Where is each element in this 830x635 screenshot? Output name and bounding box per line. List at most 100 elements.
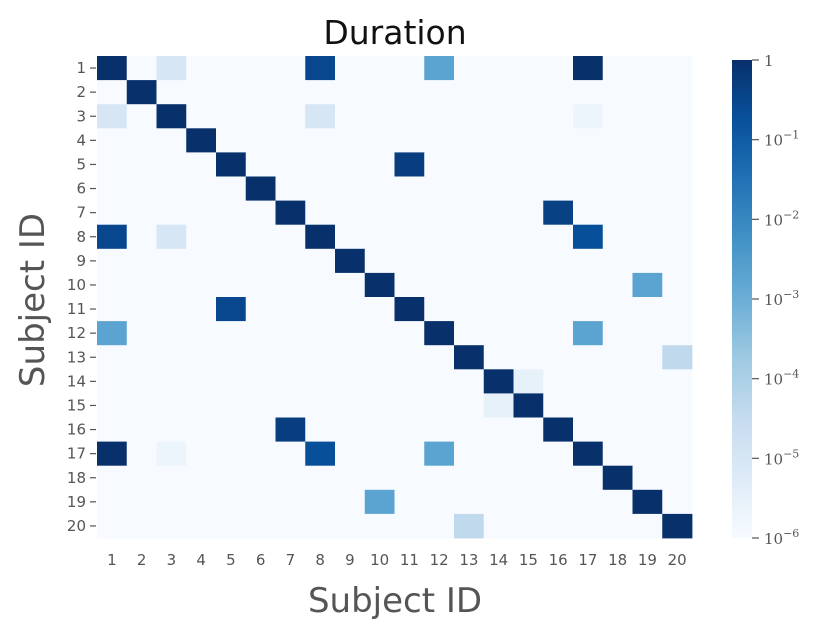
heatmap-cell-19-15: [513, 489, 544, 515]
heatmap-cell-20-17: [573, 513, 604, 539]
heatmap-cell-3-1: [97, 104, 128, 129]
heatmap-cell-1-6: [245, 56, 276, 81]
heatmap-cell-12-15: [513, 321, 544, 346]
heatmap-cell-17-15: [513, 441, 544, 467]
heatmap-cell-7-6: [245, 200, 276, 226]
heatmap-cell-2-5: [216, 80, 247, 105]
heatmap-cell-5-7: [275, 152, 306, 177]
heatmap-cell-15-20: [662, 393, 693, 418]
heatmap-cell-5-3: [156, 152, 187, 177]
heatmap-cell-17-1: [97, 441, 128, 467]
heatmap-cell-5-13: [454, 152, 485, 177]
heatmap-cell-18-12: [424, 465, 455, 491]
heatmap-cell-15-9: [335, 393, 366, 418]
heatmap-cell-1-15: [513, 56, 544, 81]
heatmap-cell-16-17: [573, 417, 604, 442]
heatmap-cell-18-10: [364, 465, 395, 491]
heatmap-cell-7-12: [424, 200, 455, 226]
heatmap-cell-7-3: [156, 200, 187, 226]
heatmap-cell-16-10: [364, 417, 395, 442]
heatmap-cell-19-17: [573, 489, 604, 515]
heatmap-cell-20-2: [126, 513, 157, 539]
heatmap-cell-8-18: [602, 224, 633, 250]
heatmap-cell-2-2: [126, 80, 157, 105]
heatmap-cell-10-16: [543, 272, 574, 298]
heatmap-cell-14-5: [216, 369, 247, 394]
heatmap-cell-1-18: [602, 56, 633, 81]
y-tick-label: 6: [76, 180, 86, 198]
heatmap-cell-1-12: [424, 56, 455, 81]
heatmap-cell-5-9: [335, 152, 366, 177]
heatmap-cell-17-7: [275, 441, 306, 467]
heatmap-cell-14-15: [513, 369, 544, 394]
heatmap-cell-12-18: [602, 321, 633, 346]
heatmap-cell-13-17: [573, 345, 604, 370]
heatmap-cell-9-4: [186, 248, 217, 274]
heatmap-cell-11-1: [97, 297, 128, 322]
heatmap-cell-9-9: [335, 248, 366, 274]
heatmap-cell-20-7: [275, 513, 306, 539]
heatmap-cell-12-11: [394, 321, 425, 346]
heatmap-cell-20-5: [216, 513, 247, 539]
heatmap-cell-9-2: [126, 248, 157, 274]
heatmap-cell-4-19: [632, 128, 663, 153]
y-tick-label: 8: [76, 228, 86, 246]
colorbar-tick-label: 10−5: [764, 447, 799, 468]
heatmap-cell-14-1: [97, 369, 128, 394]
heatmap-cell-10-12: [424, 272, 455, 298]
heatmap-cell-12-3: [156, 321, 187, 346]
heatmap-cell-16-9: [335, 417, 366, 442]
heatmap-cell-19-3: [156, 489, 187, 515]
heatmap-cell-4-7: [275, 128, 306, 153]
heatmap-cell-8-5: [216, 224, 247, 250]
x-tick-label: 14: [489, 551, 508, 569]
heatmap-cell-16-5: [216, 417, 247, 442]
y-tick-label: 17: [67, 445, 86, 463]
x-tick-label: 12: [430, 551, 449, 569]
heatmap-cell-14-17: [573, 369, 604, 394]
heatmap-cell-6-12: [424, 176, 455, 201]
heatmap-cell-13-5: [216, 345, 247, 370]
heatmap-cell-4-14: [483, 128, 514, 153]
heatmap-cell-19-10: [364, 489, 395, 515]
heatmap-cell-10-3: [156, 272, 187, 298]
heatmap-cell-6-13: [454, 176, 485, 201]
heatmap-cell-16-6: [245, 417, 276, 442]
heatmap-cell-8-20: [662, 224, 693, 250]
heatmap-cell-8-4: [186, 224, 217, 250]
heatmap-cell-11-20: [662, 297, 693, 322]
heatmap-cell-12-7: [275, 321, 306, 346]
heatmap-cell-7-14: [483, 200, 514, 226]
heatmap-cell-1-11: [394, 56, 425, 81]
heatmap-cell-3-19: [632, 104, 663, 129]
heatmap-cell-13-4: [186, 345, 217, 370]
y-tick-label: 4: [76, 131, 86, 149]
heatmap-cell-6-19: [632, 176, 663, 201]
heatmap-cell-11-18: [602, 297, 633, 322]
heatmap-cell-20-4: [186, 513, 217, 539]
heatmap-cell-4-12: [424, 128, 455, 153]
heatmap-cell-14-18: [602, 369, 633, 394]
x-tick-label: 2: [137, 551, 147, 569]
heatmap-cell-2-20: [662, 80, 693, 105]
x-axis-label: Subject ID: [308, 581, 482, 621]
heatmap-cell-10-20: [662, 272, 693, 298]
y-tick-label: 2: [76, 83, 86, 101]
heatmap-cell-1-19: [632, 56, 663, 81]
heatmap-cell-13-19: [632, 345, 663, 370]
heatmap-cell-19-14: [483, 489, 514, 515]
heatmap-cell-18-14: [483, 465, 514, 491]
heatmap-cell-3-6: [245, 104, 276, 129]
heatmap-cell-20-3: [156, 513, 187, 539]
heatmap-cell-17-8: [305, 441, 336, 467]
heatmap-cell-15-1: [97, 393, 128, 418]
heatmap-cell-1-8: [305, 56, 336, 81]
heatmap-cell-4-4: [186, 128, 217, 153]
heatmap-cell-14-4: [186, 369, 217, 394]
heatmap-cell-15-18: [602, 393, 633, 418]
heatmap-cell-5-18: [602, 152, 633, 177]
heatmap-cell-11-8: [305, 297, 336, 322]
x-tick-label: 1: [107, 551, 117, 569]
x-tick-label: 20: [668, 551, 687, 569]
heatmap-cell-19-18: [602, 489, 633, 515]
